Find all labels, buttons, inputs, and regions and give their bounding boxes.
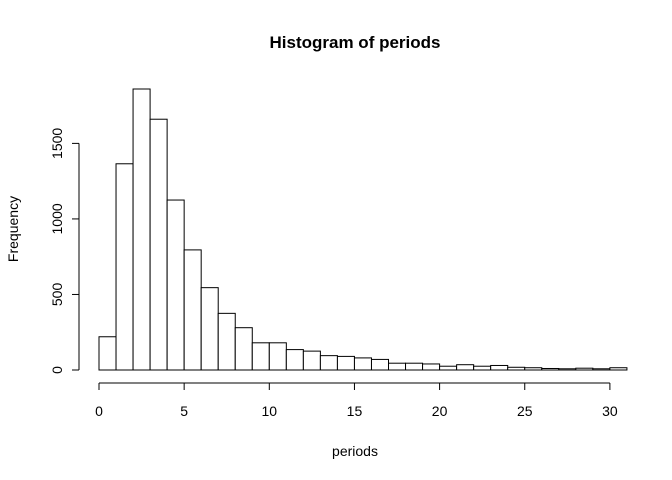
x-tick-label: 0 [95, 403, 103, 419]
x-tick-label: 10 [262, 403, 278, 419]
histogram-bar [558, 368, 577, 371]
histogram-bar [234, 327, 253, 371]
y-tick-label: 1500 [49, 128, 65, 159]
histogram-bar [507, 366, 526, 371]
histogram-bar [370, 358, 390, 371]
y-tick-label: 1000 [49, 203, 65, 234]
histogram-bar [473, 365, 492, 371]
histogram-bar [268, 342, 287, 371]
histogram-bar [302, 350, 321, 371]
histogram-bar [336, 355, 355, 371]
histogram-bar [166, 199, 185, 371]
histogram-bar [98, 336, 117, 371]
histogram-bar [217, 312, 236, 371]
histogram-bar [285, 349, 304, 371]
histogram-bar [422, 363, 441, 371]
y-tick-label: 0 [49, 366, 65, 374]
histogram-bar [183, 249, 202, 371]
histogram-bar [609, 367, 628, 371]
histogram-bar [251, 342, 270, 371]
x-axis: 0 5 10 15 20 25 30 [95, 382, 618, 419]
histogram-bar [200, 287, 219, 371]
histogram-bar [149, 118, 168, 371]
histogram-bar [405, 362, 424, 371]
x-tick-label: 25 [517, 403, 533, 419]
histogram-bar [575, 367, 594, 371]
x-axis-label: periods [332, 443, 378, 459]
y-axis: 0 500 1000 1500 [49, 128, 80, 374]
y-axis-label: Frequency [5, 196, 21, 262]
histogram-bar [592, 368, 611, 371]
x-tick-label: 15 [347, 403, 363, 419]
y-tick-label: 500 [49, 283, 65, 307]
histogram-bar [524, 367, 543, 371]
bars-layer [98, 88, 628, 371]
histogram-bar [541, 367, 560, 371]
histogram-bar [439, 365, 458, 371]
histogram-bar [490, 364, 509, 371]
x-tick-label: 5 [180, 403, 188, 419]
histogram-bar [388, 362, 407, 371]
histogram-bar [319, 355, 338, 371]
histogram-bar [456, 364, 475, 371]
histogram-bar [115, 163, 134, 371]
x-tick-label: 30 [602, 403, 618, 419]
histogram-bar [132, 88, 151, 371]
chart-title: Histogram of periods [270, 33, 441, 52]
x-tick-label: 20 [432, 403, 448, 419]
histogram-bar [353, 357, 372, 371]
